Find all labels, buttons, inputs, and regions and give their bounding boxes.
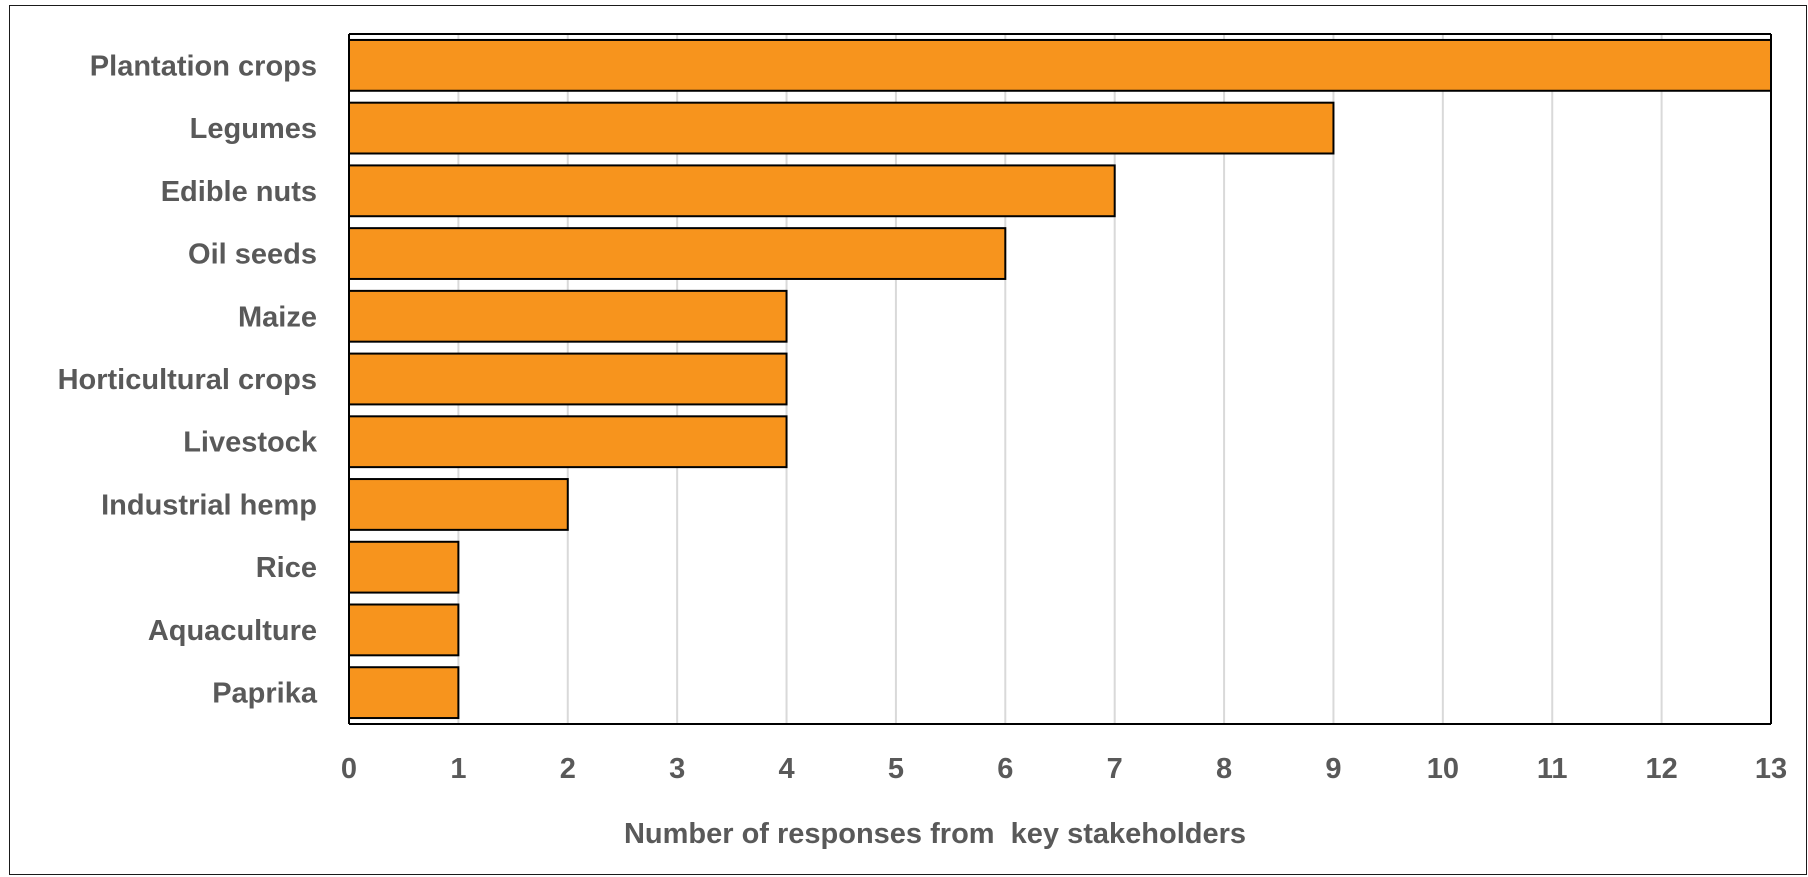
bar bbox=[348, 603, 460, 657]
category-label: Paprika bbox=[212, 678, 318, 710]
bar bbox=[348, 666, 460, 720]
category-label: Rice bbox=[256, 552, 317, 584]
category-label: Aquaculture bbox=[148, 615, 317, 647]
category-label: Legumes bbox=[190, 113, 317, 145]
bar bbox=[348, 415, 788, 469]
x-tick-label: 10 bbox=[1427, 753, 1459, 785]
x-tick-label: 2 bbox=[560, 753, 576, 785]
bar bbox=[348, 227, 1007, 280]
x-tick-label: 3 bbox=[669, 753, 685, 785]
tick-labels: 0 1 2 3 4 5 6 7 8 9 10 11 12 13 bbox=[341, 753, 1787, 785]
bar bbox=[348, 478, 569, 531]
axes bbox=[348, 33, 1772, 725]
x-tick-label: 4 bbox=[778, 753, 794, 785]
bars bbox=[348, 38, 1772, 720]
category-label: Maize bbox=[238, 301, 317, 333]
bar bbox=[348, 38, 1772, 92]
x-tick-label: 7 bbox=[1107, 753, 1123, 785]
bar bbox=[348, 540, 460, 594]
category-label: Plantation crops bbox=[90, 50, 317, 82]
bar bbox=[348, 289, 788, 343]
x-tick-label: 11 bbox=[1537, 753, 1568, 785]
bar bbox=[348, 164, 1116, 218]
category-labels: Plantation crops Legumes Edible nuts Oil se… bbox=[58, 50, 318, 709]
x-axis-title: Number of responses from key stakeholder… bbox=[624, 818, 1246, 850]
category-label: Livestock bbox=[183, 427, 318, 459]
x-tick-label: 12 bbox=[1645, 753, 1677, 785]
bar bbox=[348, 101, 1335, 155]
x-tick-label: 8 bbox=[1216, 753, 1232, 785]
category-label: Industrial hemp bbox=[101, 489, 317, 521]
x-tick-label: 1 bbox=[450, 753, 466, 785]
category-label: Edible nuts bbox=[161, 176, 317, 208]
x-tick-label: 6 bbox=[997, 753, 1013, 785]
bar bbox=[348, 352, 788, 406]
x-tick-label: 13 bbox=[1755, 753, 1787, 785]
x-tick-label: 5 bbox=[888, 753, 904, 785]
x-tick-label: 0 bbox=[341, 753, 357, 785]
category-label: Horticultural crops bbox=[58, 364, 317, 396]
x-tick-label: 9 bbox=[1325, 753, 1341, 785]
category-label: Oil seeds bbox=[188, 239, 317, 271]
